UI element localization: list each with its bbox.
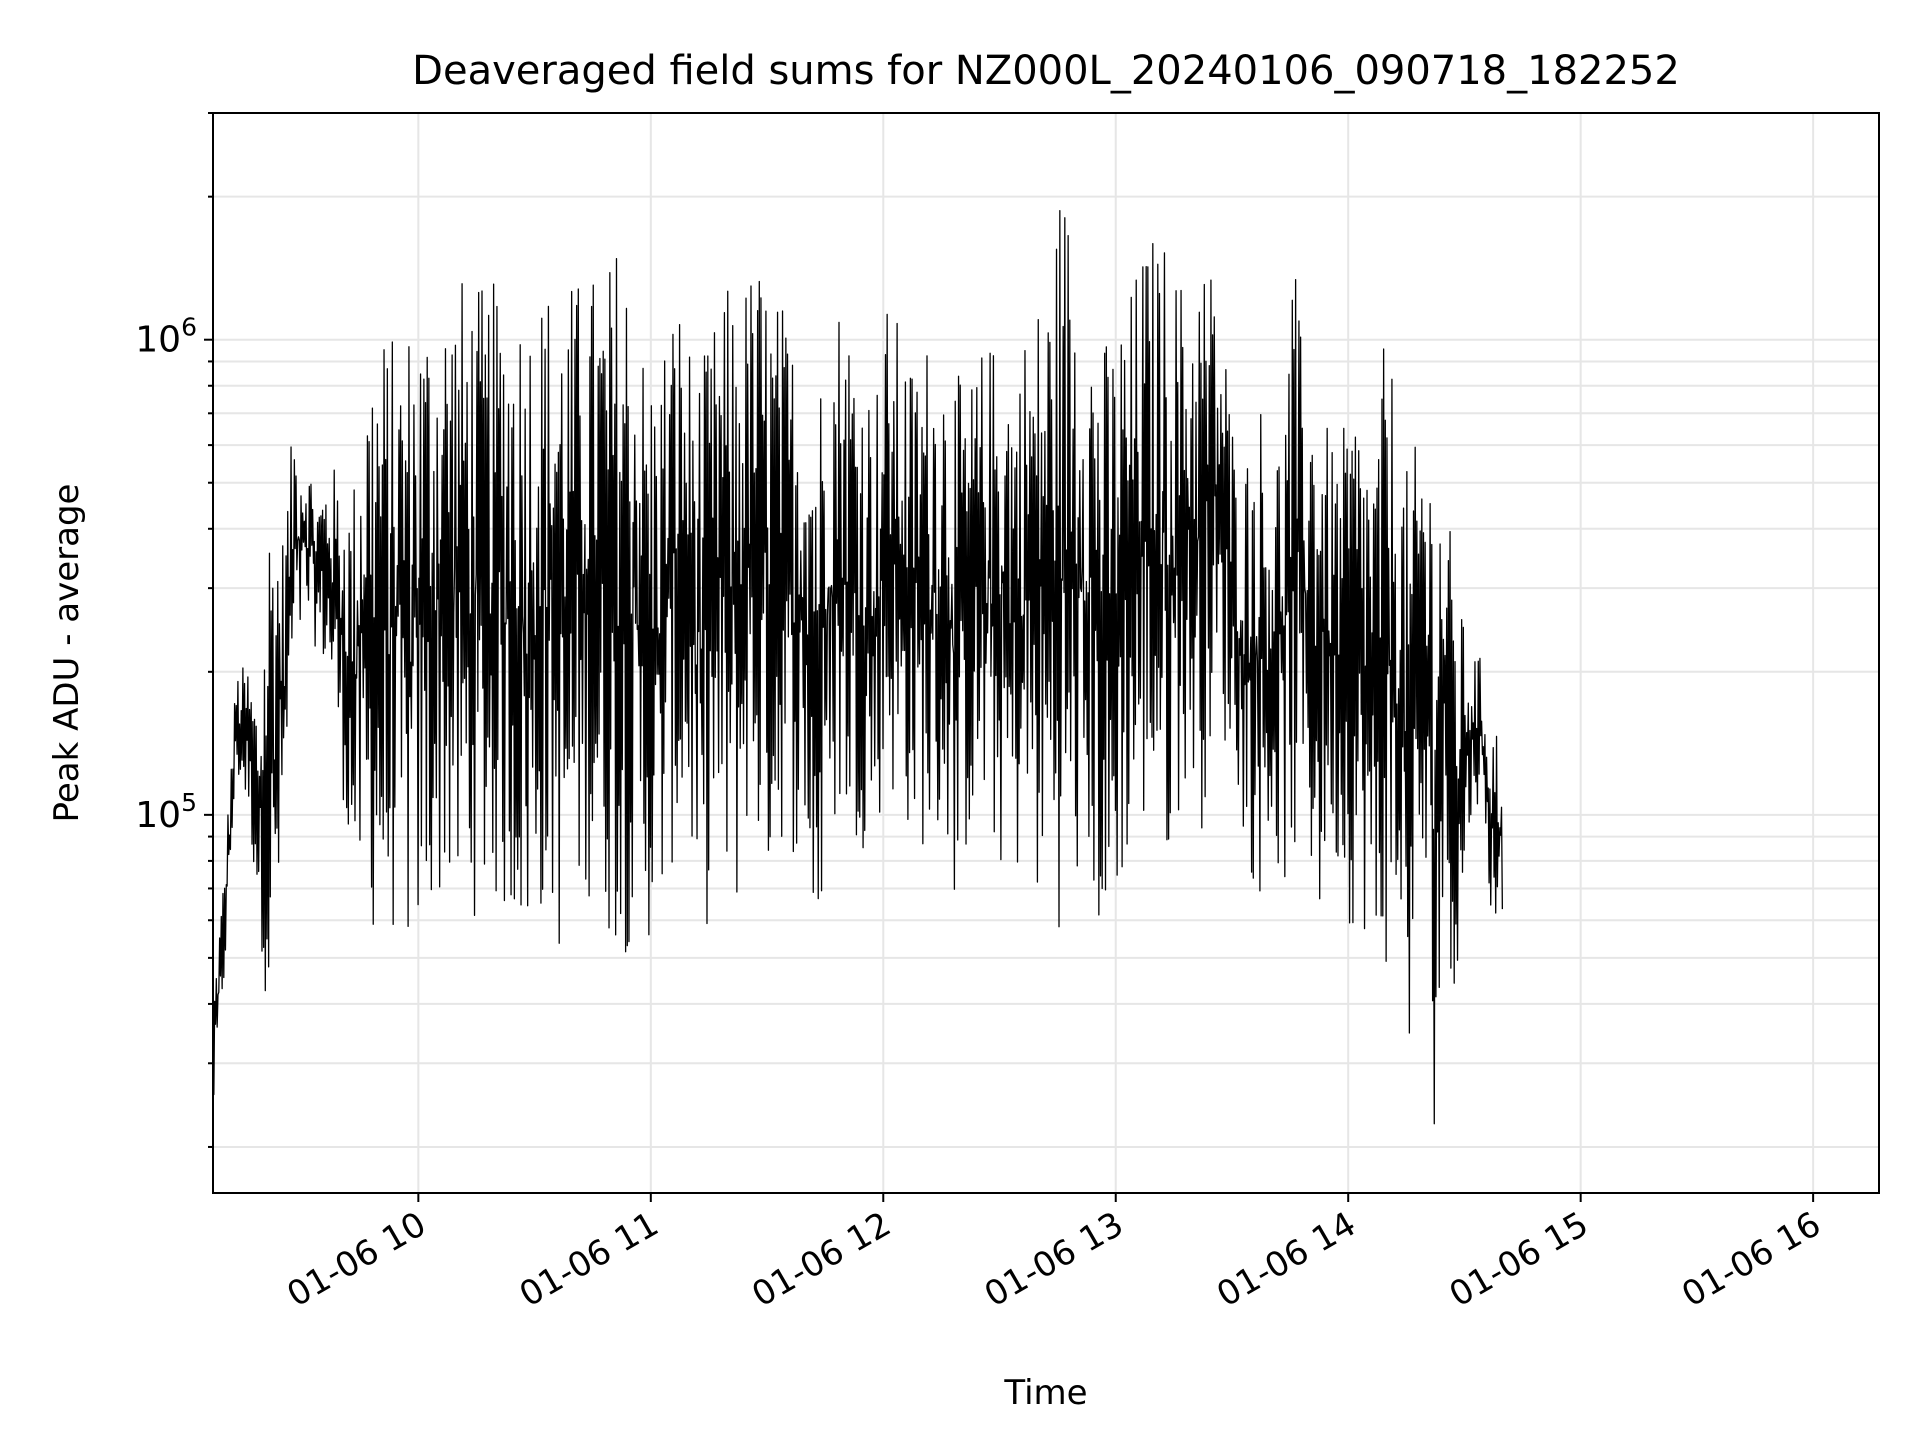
series-line <box>212 210 1503 1125</box>
y-tick-label: 106 <box>135 313 197 361</box>
plot-area <box>212 210 1503 1125</box>
chart-title: Deaveraged field sums for NZ000L_2024010… <box>412 48 1680 94</box>
x-axis-label: Time <box>1003 1373 1087 1413</box>
y-axis-label: Peak ADU - average <box>47 484 87 823</box>
plot-frame <box>212 112 1880 1194</box>
y-tick-label: 105 <box>135 788 197 836</box>
